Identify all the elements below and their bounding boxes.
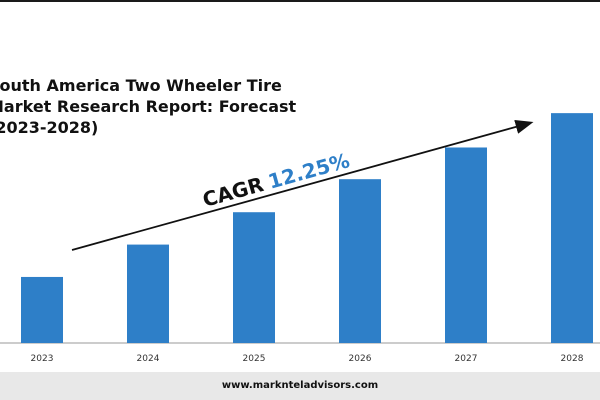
bar-2025 <box>233 212 275 343</box>
bar-2024 <box>127 244 169 343</box>
chart-title-line-1: South America Two Wheeler Tire <box>0 76 282 95</box>
x-tick-label-2023: 2023 <box>31 354 54 364</box>
x-tick-label-2024: 2024 <box>137 354 160 364</box>
footer-band <box>0 372 600 400</box>
frame-top-border <box>0 0 600 2</box>
cagr-trend-arrow <box>71 119 534 251</box>
x-tick-label-2028: 2028 <box>561 354 584 364</box>
chart-title: South America Two Wheeler Tire Market Re… <box>0 75 297 138</box>
trend-arrow-line <box>71 119 534 251</box>
x-tick-label-2025: 2025 <box>243 354 266 364</box>
x-tick-label-2026: 2026 <box>349 354 372 364</box>
x-tick-label-2027: 2027 <box>455 354 478 364</box>
bar-2027 <box>445 147 487 343</box>
footer-website: www.marknteladvisors.com <box>221 380 379 391</box>
bar-2023 <box>21 276 63 343</box>
cagr-annotation: CAGR12.25% <box>200 148 352 212</box>
bar-2026 <box>339 179 381 343</box>
chart-title-line-3: (2023-2028) <box>0 118 99 137</box>
chart-title-line-2: Market Research Report: Forecast <box>0 97 297 116</box>
bars-group <box>21 113 593 343</box>
bar-2028 <box>551 113 593 343</box>
x-tick-labels: 2023 2024 2025 2026 2027 2028 <box>31 354 584 364</box>
